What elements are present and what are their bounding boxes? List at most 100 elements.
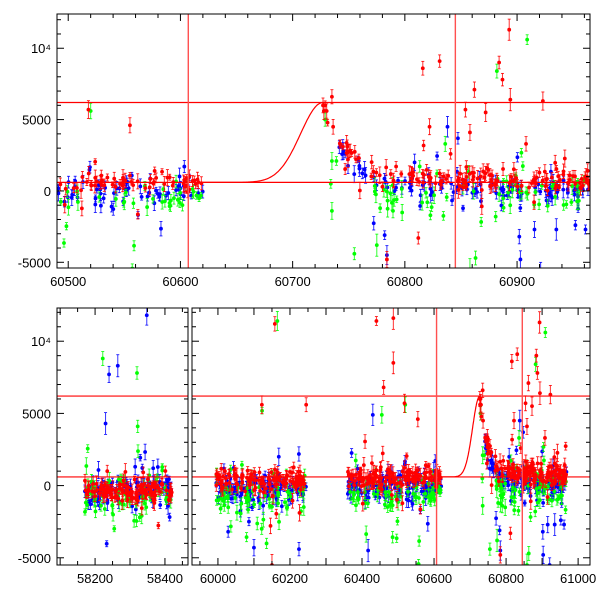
data-point-green — [62, 241, 66, 245]
data-point-green — [330, 159, 334, 163]
data-point-green — [135, 371, 139, 375]
data-point-green — [495, 69, 499, 73]
data-point-green — [432, 193, 436, 197]
data-point-red — [415, 177, 419, 181]
x-tick-label: 60600 — [162, 274, 198, 289]
data-point-green — [111, 513, 115, 517]
data-point-blue — [111, 207, 115, 211]
data-point-red — [358, 189, 362, 193]
data-point-green — [510, 188, 514, 192]
data-point-blue — [182, 165, 186, 169]
data-point-red — [427, 175, 431, 179]
data-point-red — [457, 177, 461, 181]
data-point-red — [553, 186, 557, 190]
data-point-red — [399, 172, 403, 176]
data-point-blue — [297, 452, 301, 456]
data-point-blue — [277, 455, 281, 459]
data-point-red — [501, 78, 505, 82]
data-point-blue — [446, 125, 450, 129]
data-point-green — [570, 184, 574, 188]
data-point-red — [345, 145, 349, 149]
data-point-green — [191, 187, 195, 191]
data-point-blue — [413, 161, 417, 165]
data-point-blue — [435, 154, 439, 158]
data-point-red — [568, 178, 572, 182]
data-point-red — [421, 172, 425, 176]
data-point-green — [352, 252, 356, 256]
data-point-green — [160, 465, 164, 469]
data-point-green — [501, 196, 505, 200]
data-point-red — [110, 496, 114, 500]
y-tick-label: 0 — [44, 479, 51, 494]
data-point-red — [128, 123, 132, 127]
data-point-red — [468, 131, 472, 135]
data-point-green — [65, 224, 69, 228]
data-point-green — [169, 204, 173, 208]
data-point-blue — [360, 171, 364, 175]
data-point-green — [569, 200, 573, 204]
data-point-blue — [182, 194, 186, 198]
data-point-green — [430, 205, 434, 209]
data-point-green — [425, 200, 429, 204]
data-point-green — [424, 191, 428, 195]
data-point-blue — [352, 172, 356, 176]
data-point-red — [143, 186, 147, 190]
data-point-red — [563, 157, 567, 161]
data-point-red — [169, 488, 173, 492]
data-point-red — [553, 161, 557, 165]
data-point-red — [80, 175, 84, 179]
data-point-green — [564, 203, 568, 207]
x-tick-label: 58200 — [77, 571, 113, 586]
data-point-blue — [461, 206, 465, 210]
data-point-green — [160, 200, 164, 204]
panel-frame — [57, 308, 188, 565]
data-point-red — [87, 172, 91, 176]
panel-frame — [57, 14, 590, 268]
data-point-blue — [116, 364, 120, 368]
data-point-red — [331, 125, 335, 129]
data-point-blue — [430, 190, 434, 194]
data-point-green — [110, 503, 114, 507]
data-point-red — [154, 176, 158, 180]
data-point-red — [149, 490, 153, 494]
data-point-green — [145, 205, 149, 209]
y-tick-label: 10⁴ — [31, 334, 51, 349]
data-point-blue — [158, 192, 162, 196]
data-point-blue — [358, 167, 362, 171]
data-point-green — [335, 159, 339, 163]
data-point-red — [558, 178, 562, 182]
data-point-green — [178, 191, 182, 195]
data-point-red — [130, 497, 134, 501]
data-point-blue — [554, 228, 558, 232]
data-point-green — [506, 191, 510, 195]
y-tick-label: 10⁴ — [31, 41, 51, 56]
data-point-green — [330, 209, 334, 213]
data-point-red — [133, 478, 137, 482]
data-point-blue — [151, 466, 155, 470]
data-point-red — [384, 165, 388, 169]
data-point-green — [420, 201, 424, 205]
data-point-red — [160, 170, 164, 174]
data-point-red — [389, 172, 393, 176]
data-point-green — [136, 424, 140, 428]
data-point-red — [464, 108, 468, 112]
data-point-blue — [372, 221, 376, 225]
data-point-red — [488, 173, 492, 177]
data-point-red — [370, 160, 374, 164]
data-point-blue — [584, 228, 588, 232]
data-point-green — [172, 196, 176, 200]
data-point-blue — [366, 549, 370, 553]
data-point-blue — [105, 542, 109, 546]
data-point-blue — [456, 136, 460, 140]
data-point-blue — [479, 199, 483, 203]
data-point-red — [346, 158, 350, 162]
data-point-red — [416, 236, 420, 240]
data-point-red — [579, 186, 583, 190]
data-point-blue — [516, 155, 520, 159]
data-point-blue — [95, 188, 99, 192]
data-point-red — [381, 185, 385, 189]
data-point-red — [165, 488, 169, 492]
data-point-green — [138, 515, 142, 519]
data-point-red — [89, 183, 93, 187]
data-point-blue — [371, 413, 375, 417]
